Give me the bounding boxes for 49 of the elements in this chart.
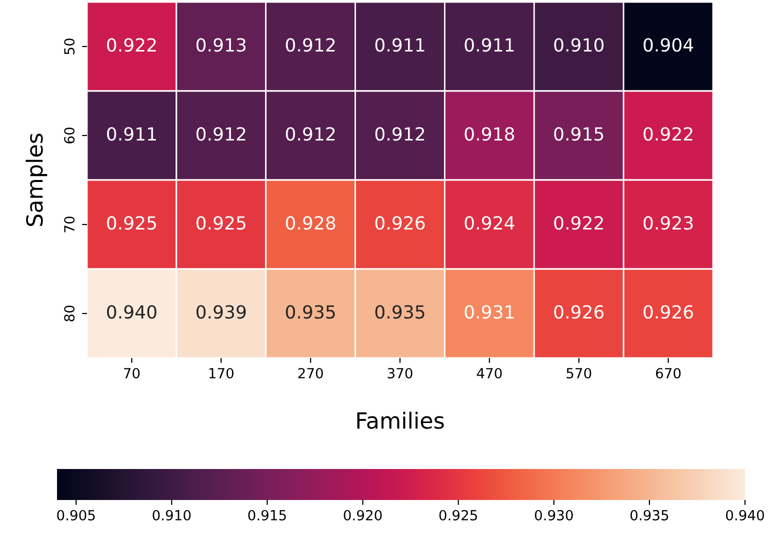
color-bar-label: 0.925	[439, 510, 477, 520]
data-label: 0.926	[644, 305, 693, 319]
data-label: 0.939	[196, 305, 246, 319]
data-label: 0.926	[554, 305, 604, 319]
x-axis-title: Families	[357, 412, 444, 429]
color-bar-label: 0.915	[248, 510, 286, 520]
data-label: 0.922	[107, 38, 156, 52]
x-tick-label: 170	[209, 368, 234, 378]
data-label: 0.922	[554, 216, 603, 230]
color-bar-label: 0.935	[630, 510, 668, 520]
y-tick-label: 70	[64, 216, 75, 232]
y-axis-title: Samples	[26, 134, 48, 226]
data-label: 0.922	[644, 127, 692, 141]
y-tick-label: 50	[64, 38, 75, 54]
data-label: 0.923	[644, 216, 693, 230]
data-label: 0.904	[644, 38, 694, 52]
x-tick-label: 570	[566, 368, 592, 378]
data-label: 0.924	[464, 216, 514, 230]
data-label: 0.940	[107, 305, 156, 319]
data-label: 0.911	[107, 127, 156, 141]
data-label: 0.912	[375, 127, 424, 141]
data-label: 0.912	[286, 127, 335, 141]
data-label: 0.912	[196, 127, 246, 141]
data-label: 0.935	[375, 305, 424, 319]
color-bar-label: 0.905	[57, 510, 95, 520]
data-label: 0.913	[196, 38, 246, 52]
data-label: 0.935	[286, 305, 335, 319]
x-tick-label: 470	[476, 368, 502, 378]
data-label: 0.918	[464, 127, 514, 141]
data-label: 0.912	[286, 38, 335, 52]
data-label: 0.928	[286, 216, 336, 230]
color-bar-label: 0.940	[726, 510, 764, 520]
color-bar-label: 0.920	[344, 510, 382, 520]
color-bar-label: 0.930	[534, 510, 573, 520]
data-label: 0.925	[196, 216, 246, 230]
x-tick-label: 270	[298, 368, 323, 378]
data-label: 0.911	[464, 38, 514, 52]
data-label: 0.910	[554, 38, 604, 52]
data-label: 0.925	[107, 216, 156, 230]
data-label: 0.915	[554, 127, 604, 141]
data-label: 0.911	[375, 38, 424, 52]
y-tick-label: 60	[64, 128, 75, 144]
y-tick-label: 80	[64, 306, 75, 322]
x-tick-label: 70	[124, 368, 140, 378]
data-label: 0.931	[464, 305, 514, 319]
x-tick-label: 670	[656, 368, 681, 378]
x-tick-label: 370	[388, 368, 412, 378]
color-bar-label: 0.910	[152, 510, 191, 520]
data-label: 0.926	[375, 216, 425, 230]
